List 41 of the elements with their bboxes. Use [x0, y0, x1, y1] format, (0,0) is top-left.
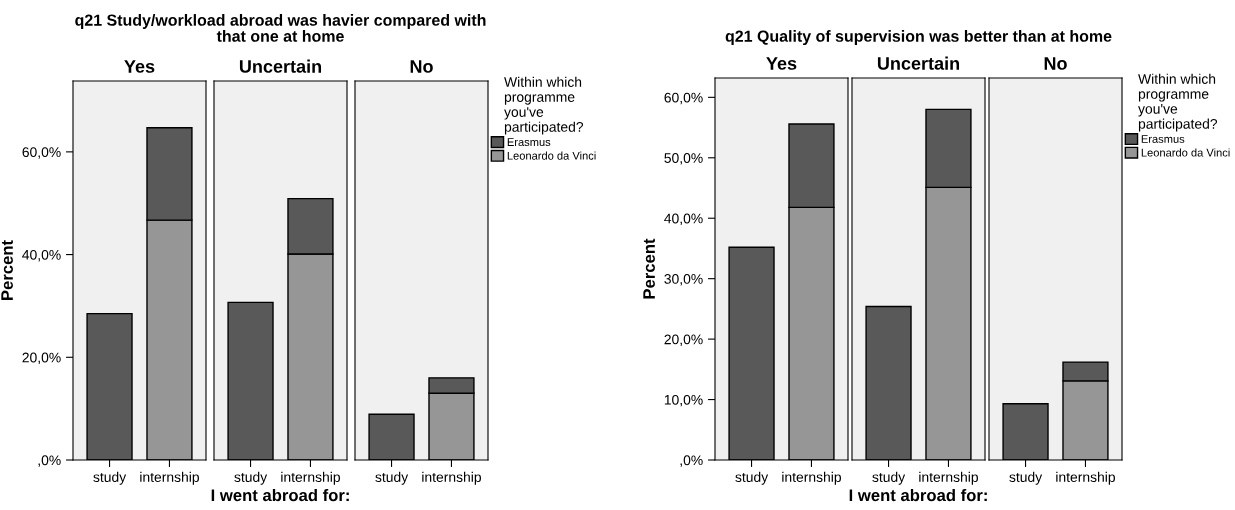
x-tick-label: study	[375, 471, 409, 485]
x-tick-label: internship	[281, 471, 340, 485]
y-axis-title: Percent	[1, 240, 13, 300]
y-tick-label: 60,0%	[22, 147, 61, 159]
x-tick-label: study	[872, 471, 906, 485]
y-tick-label: 60,0%	[664, 92, 703, 105]
x-tick-label: internship	[140, 471, 199, 485]
chart-subtitle: Uncertain	[239, 59, 322, 73]
chart-subtitle: Yes	[124, 60, 155, 73]
legend-title: Within which programme you've participated?	[504, 76, 584, 135]
legend-label: Erasmus	[1141, 135, 1185, 143]
text: q21 Quality of supervision was better than at home	[725, 30, 1112, 45]
x-tick-label: study	[234, 471, 268, 485]
x-tick-label: internship	[782, 471, 841, 485]
legend-label: Erasmus	[507, 138, 551, 147]
y-tick-label: 30,0%	[664, 274, 703, 286]
y-tick-label: 20,0%	[664, 334, 703, 346]
x-axis-title: I went abroad for:	[211, 488, 349, 502]
x-tick-label: internship	[1056, 471, 1115, 485]
chart-subtitle: Uncertain	[877, 56, 960, 70]
text: q21 Study/workload abroad was havier compared with that one at home	[75, 14, 486, 42]
chart-subtitle: No	[1044, 57, 1067, 70]
x-tick-label: internship	[422, 471, 481, 485]
legend-label: Leonardo da Vinci	[507, 151, 596, 160]
y-tick-label: 20,0%	[22, 352, 61, 365]
y-tick-label: 40,0%	[664, 213, 703, 226]
x-tick-label: study	[93, 471, 127, 485]
x-tick-label: internship	[919, 471, 978, 485]
x-tick-label: study	[1009, 471, 1043, 485]
legend-label: Leonardo da Vinci	[1141, 148, 1230, 157]
chart-subtitle: No	[410, 60, 433, 73]
x-tick-label: study	[735, 471, 769, 485]
y-tick-label: ,0%	[38, 455, 61, 467]
x-axis-title: I went abroad for:	[849, 488, 987, 502]
y-tick-label: 40,0%	[22, 249, 61, 262]
y-tick-label: ,0%	[680, 455, 703, 467]
y-tick-label: 10,0%	[664, 394, 703, 407]
legend-title: Within which programme you've participated?	[1138, 73, 1218, 132]
y-axis-title: Percent	[643, 238, 655, 299]
chart-subtitle: Yes	[766, 57, 797, 70]
y-tick-label: 50,0%	[664, 153, 703, 165]
